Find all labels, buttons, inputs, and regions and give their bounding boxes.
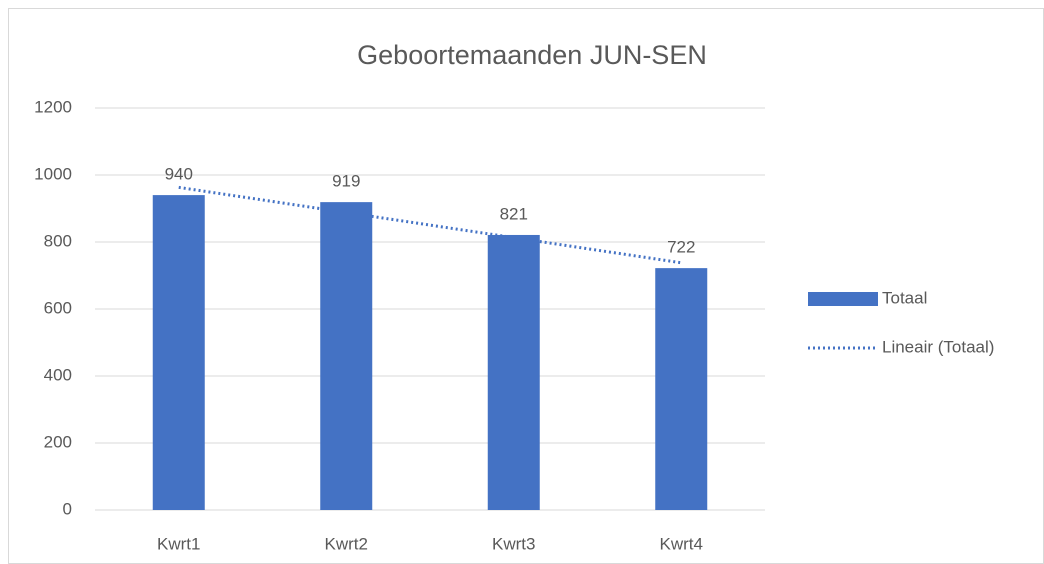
y-tick-label: 200 (44, 432, 72, 451)
data-label: 722 (667, 238, 695, 257)
bar (487, 234, 540, 510)
data-label: 919 (332, 172, 360, 191)
bar (320, 202, 373, 510)
legend-label: Totaal (882, 288, 927, 307)
x-tick-label: Kwrt4 (660, 534, 703, 553)
legend-label: Lineair (Totaal) (882, 337, 994, 356)
chart-title: Geboortemaanden JUN-SEN (357, 40, 707, 70)
y-tick-label: 800 (44, 231, 72, 250)
y-tick-label: 1000 (34, 164, 72, 183)
x-tick-label: Kwrt1 (157, 534, 200, 553)
bar (152, 195, 205, 510)
data-label: 940 (165, 165, 193, 184)
data-label: 821 (500, 204, 528, 223)
x-tick-label: Kwrt2 (325, 534, 368, 553)
y-tick-label: 1200 (34, 97, 72, 116)
y-tick-label: 600 (44, 298, 72, 317)
y-tick-label: 0 (63, 499, 72, 518)
legend-swatch (808, 292, 878, 306)
x-tick-label: Kwrt3 (492, 534, 535, 553)
y-tick-label: 400 (44, 365, 72, 384)
bar (655, 268, 708, 510)
